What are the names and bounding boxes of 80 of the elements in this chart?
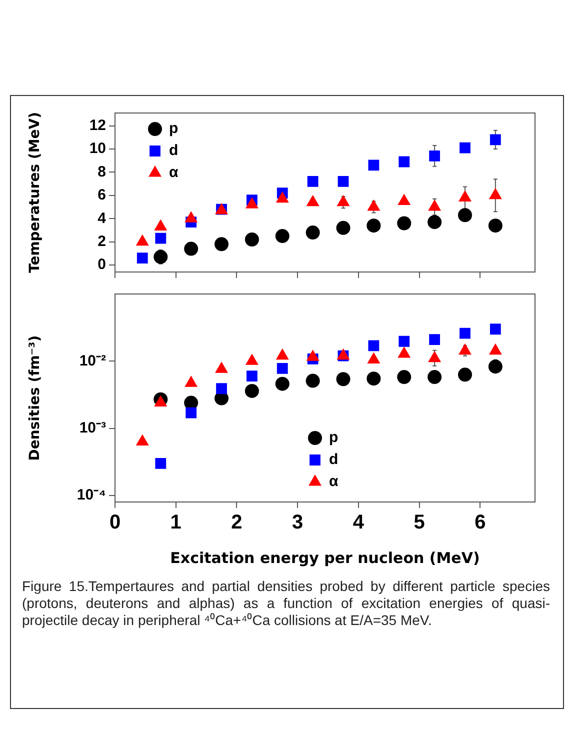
point: [184, 376, 198, 387]
y-tick-label: 4: [98, 210, 107, 227]
point: [186, 407, 197, 418]
point: [336, 372, 350, 386]
point: [460, 328, 470, 339]
point: [488, 218, 502, 233]
point: [397, 370, 412, 384]
x-tick-label: 4: [352, 512, 365, 534]
point: [136, 252, 148, 264]
point: [275, 229, 290, 244]
point: [368, 352, 380, 364]
point: [244, 232, 259, 247]
x-tick-label: 3: [292, 512, 304, 534]
point: [458, 368, 472, 382]
y-tick-label: 8: [98, 163, 106, 180]
point: [336, 220, 350, 235]
point: [428, 370, 442, 384]
caption: Figure 15.Tempertaures and partial densities probed by different particle species (protons, deuterons and alphas) as a function of excitation energies of quasi-projectile decay in peripheral ⁴⁰Ca+⁴⁰Ca collisions at E/A=35 MeV.: [22, 578, 550, 629]
point: [398, 336, 410, 347]
point: [488, 360, 502, 374]
point: [458, 208, 472, 222]
x-tick-label: 6: [474, 512, 486, 534]
point: [154, 396, 167, 407]
point: [490, 324, 501, 335]
point: [428, 215, 442, 230]
y-tick-label: 6: [98, 186, 106, 204]
y-tick-label: 0: [98, 256, 106, 274]
point: [214, 237, 229, 252]
point: [338, 176, 349, 187]
y-axis-title: Temperatures (MeV): [27, 112, 44, 273]
point: [368, 200, 380, 211]
point: [155, 232, 166, 244]
point: [429, 150, 440, 162]
point: [306, 226, 320, 240]
y-axis-title: Densities (fm⁻³): [27, 335, 44, 461]
point: [155, 458, 166, 469]
point: [366, 218, 381, 233]
point: [490, 134, 501, 146]
point: [275, 376, 290, 391]
point: [276, 362, 288, 374]
point: [244, 384, 259, 398]
point: [136, 434, 149, 446]
point: [368, 160, 380, 171]
point: [307, 176, 318, 187]
y-tick-label: 2: [98, 232, 106, 250]
point: [246, 354, 258, 365]
point: [306, 350, 319, 361]
point: [215, 362, 228, 373]
point: [398, 346, 410, 358]
y-tick-label: 10⁻²: [79, 352, 106, 370]
point: [460, 142, 470, 154]
point: [306, 374, 320, 388]
point: [489, 344, 502, 355]
y-tick-label: 10⁻³: [79, 419, 106, 436]
legend-label: d: [169, 142, 178, 160]
legend-label: α: [169, 164, 179, 182]
x-tick-label: 2: [231, 512, 242, 534]
point: [368, 340, 380, 352]
point: [429, 334, 440, 345]
y-tick-label: 12: [89, 116, 106, 134]
y-tick-label: 10⁻⁴: [76, 486, 106, 504]
point: [366, 372, 381, 386]
legend-label: α: [329, 473, 339, 490]
y-tick-label: 10: [89, 140, 106, 158]
point: [428, 351, 441, 362]
x-tick-label: 1: [170, 512, 182, 534]
legend-label: d: [329, 451, 338, 468]
legend-label: p: [329, 429, 338, 446]
point: [397, 216, 412, 230]
point: [184, 242, 198, 256]
point: [246, 370, 258, 382]
point: [154, 250, 168, 264]
point: [276, 348, 289, 360]
x-axis-title: Excitation energy per nucleon (MeV): [170, 548, 480, 567]
point: [398, 156, 410, 168]
point: [458, 344, 472, 355]
point: [216, 383, 227, 394]
legend-label: p: [169, 120, 178, 138]
point: [428, 200, 441, 211]
x-tick-label: 5: [414, 512, 425, 534]
